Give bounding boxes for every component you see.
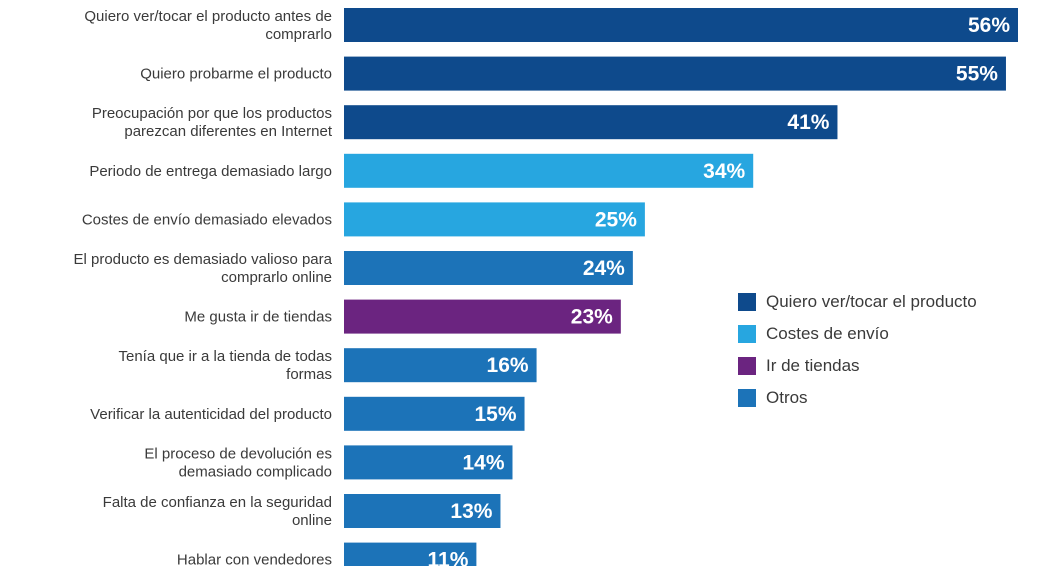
legend-item-2: Ir de tiendas	[738, 350, 977, 382]
legend-swatch	[738, 357, 756, 375]
category-label-line: parezcan diferentes en Internet	[124, 123, 332, 140]
category-label-line: comprarlo online	[221, 269, 332, 286]
category-label-line: formas	[286, 366, 332, 383]
category-label-line: comprarlo	[265, 26, 332, 43]
legend-label: Ir de tiendas	[766, 356, 860, 375]
value-label-4: 25%	[595, 208, 637, 231]
bar-10	[344, 494, 501, 528]
legend-item-0: Quiero ver/tocar el producto	[738, 286, 977, 318]
category-label-4: Costes de envío demasiado elevados	[82, 211, 332, 228]
bar-11	[344, 542, 477, 566]
category-label-line: El producto es demasiado valioso para	[74, 251, 333, 268]
category-label-line: Hablar con vendedores	[177, 552, 332, 566]
bar-0	[344, 8, 1018, 42]
category-label-line: Quiero probarme el producto	[140, 66, 332, 83]
bar-4	[344, 202, 645, 237]
legend-label: Quiero ver/tocar el producto	[766, 292, 977, 311]
bar-7	[344, 348, 537, 383]
category-label-line: Falta de confianza en la seguridad	[103, 494, 332, 511]
category-label-2: Preocupación por que los productos parezc…	[92, 105, 333, 140]
category-label-line: Verificar la autenticidad del producto	[90, 406, 332, 423]
value-label-7: 16%	[487, 354, 529, 377]
bar-8	[344, 396, 525, 431]
category-label-3: Periodo de entrega demasiado largo	[89, 163, 332, 180]
value-label-9: 14%	[462, 451, 504, 474]
category-label-11: Hablar con vendedores	[177, 552, 332, 566]
legend-label: Costes de envío	[766, 324, 889, 343]
category-label-9: El proceso de devolución es demasiado com…	[144, 445, 332, 480]
category-label-10: Falta de confianza en la seguridad online	[103, 494, 332, 529]
category-label-line: Tenía que ir a la tienda de todas	[119, 348, 333, 365]
category-label-6: Me gusta ir de tiendas	[184, 309, 332, 326]
legend-swatch	[738, 389, 756, 407]
category-label-5: El producto es demasiado valioso para com…	[74, 251, 333, 286]
value-label-11: 11%	[428, 549, 469, 566]
value-label-3: 34%	[703, 160, 745, 183]
legend-label: Otros	[766, 388, 808, 407]
category-label-line: El proceso de devolución es	[144, 445, 332, 462]
category-label-line: Preocupación por que los productos	[92, 105, 332, 122]
value-label-6: 23%	[571, 306, 613, 329]
category-label-line: Me gusta ir de tiendas	[184, 309, 332, 326]
legend-swatch	[738, 293, 756, 311]
value-label-8: 15%	[475, 403, 517, 426]
legend-swatch	[738, 325, 756, 343]
value-label-1: 55%	[956, 63, 998, 86]
category-label-0: Quiero ver/tocar el producto antes de com…	[84, 8, 332, 43]
category-label-1: Quiero probarme el producto	[140, 66, 332, 83]
category-label-line: Quiero ver/tocar el producto antes de	[84, 8, 332, 25]
value-label-5: 24%	[583, 257, 625, 280]
legend-item-3: Otros	[738, 382, 977, 414]
value-label-0: 56%	[968, 14, 1010, 37]
legend-item-1: Costes de envío	[738, 318, 977, 350]
value-label-2: 41%	[787, 111, 829, 134]
category-label-line: Periodo de entrega demasiado largo	[89, 163, 332, 180]
bar-6	[344, 299, 621, 334]
value-label-10: 13%	[450, 500, 492, 523]
bar-3	[344, 153, 754, 188]
bar-5	[344, 251, 633, 285]
bar-1	[344, 56, 1006, 91]
category-label-line: Costes de envío demasiado elevados	[82, 211, 332, 228]
category-label-line: online	[292, 512, 332, 529]
category-label-line: demasiado complicado	[179, 463, 332, 480]
legend: Quiero ver/tocar el producto Costes de en…	[738, 286, 977, 414]
category-label-7: Tenía que ir a la tienda de todas formas	[119, 348, 333, 383]
category-label-8: Verificar la autenticidad del producto	[90, 406, 332, 423]
bar-2	[344, 105, 838, 140]
bar-9	[344, 445, 513, 480]
